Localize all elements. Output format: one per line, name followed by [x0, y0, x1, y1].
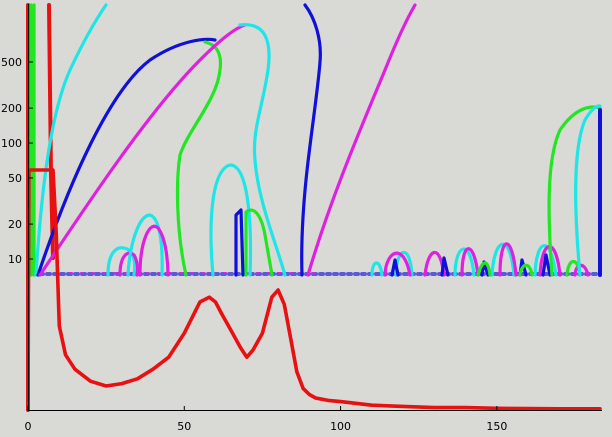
x-tick-label: 100 [330, 420, 351, 433]
y-tick-label: 500 [1, 56, 22, 69]
y-tick-label: 20 [8, 218, 22, 231]
y-tick-label: 50 [8, 172, 22, 185]
y-tick-label: 100 [1, 137, 22, 150]
x-tick-label: 0 [25, 420, 32, 433]
y-tick-label: 200 [1, 102, 22, 115]
x-tick-label: 150 [486, 420, 507, 433]
y-tick-label: 10 [8, 253, 22, 266]
x-tick-label: 50 [177, 420, 191, 433]
